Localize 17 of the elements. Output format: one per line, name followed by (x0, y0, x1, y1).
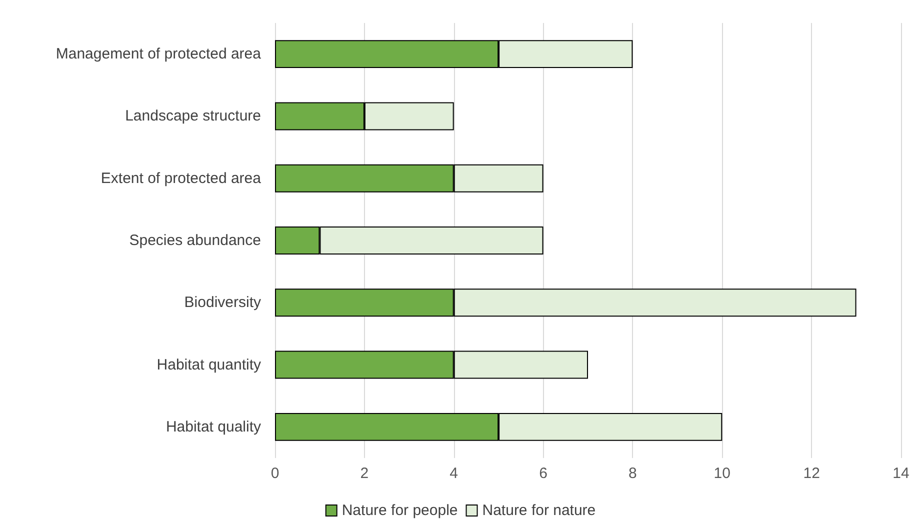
x-tick-label: 4 (450, 465, 458, 482)
y-tick-label: Habitat quantity (156, 356, 262, 374)
x-tick-label: 8 (628, 465, 637, 482)
y-tick-label: Habitat quality (166, 418, 262, 436)
x-tick-label: 0 (270, 465, 280, 482)
y-tick-label: Extent of protected area (100, 170, 262, 187)
x-tick-label: 10 (714, 465, 730, 482)
x-tick-label: 12 (803, 465, 820, 482)
y-tick-label: Species abundance (129, 232, 261, 249)
y-tick-label: Biodiversity (184, 294, 262, 312)
legend-label: Nature for nature (482, 502, 596, 519)
legend-label: Nature for people (342, 502, 458, 519)
x-tick-label: 2 (360, 465, 369, 482)
x-tick-label: 6 (539, 465, 548, 482)
x-tick-label: 14 (892, 465, 910, 482)
y-tick-label: Landscape structure (125, 108, 261, 125)
y-tick-label: Management of protected area (56, 46, 262, 63)
